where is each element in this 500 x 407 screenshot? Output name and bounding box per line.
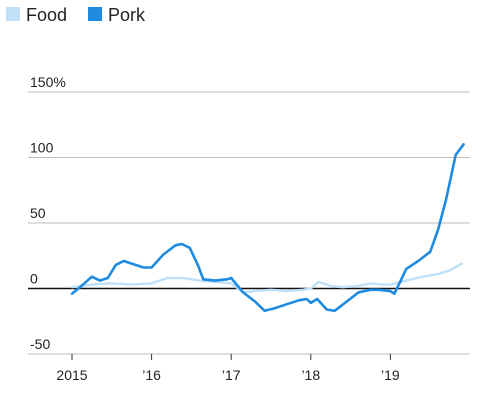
gridlines [28, 91, 470, 355]
series-lines [70, 143, 465, 313]
legend-label-food: Food [26, 5, 67, 25]
x-tick-label-1: ’16 [142, 367, 161, 383]
y-axis-tick-labels: 150% 100 50 0 -50 [30, 74, 66, 352]
legend-swatch-food [6, 7, 20, 21]
x-tick-label-2: ’17 [222, 367, 241, 383]
x-tick-label-3: ’18 [301, 367, 320, 383]
legend: Food Pork [6, 5, 146, 25]
legend-swatch-pork [88, 7, 102, 21]
x-axis: 2015 ’16 ’17 ’18 ’19 [56, 354, 400, 383]
y-tick-label-100: 100 [30, 140, 54, 156]
y-tick-label-50: 50 [30, 205, 46, 221]
x-tick-label-4: ’19 [381, 367, 400, 383]
series-line-pork [70, 143, 465, 313]
x-tick-label-0: 2015 [56, 367, 87, 383]
y-tick-label-150: 150% [30, 74, 66, 90]
y-tick-label--50: -50 [30, 336, 50, 352]
y-tick-label-0: 0 [30, 271, 38, 287]
legend-label-pork: Pork [108, 5, 146, 25]
